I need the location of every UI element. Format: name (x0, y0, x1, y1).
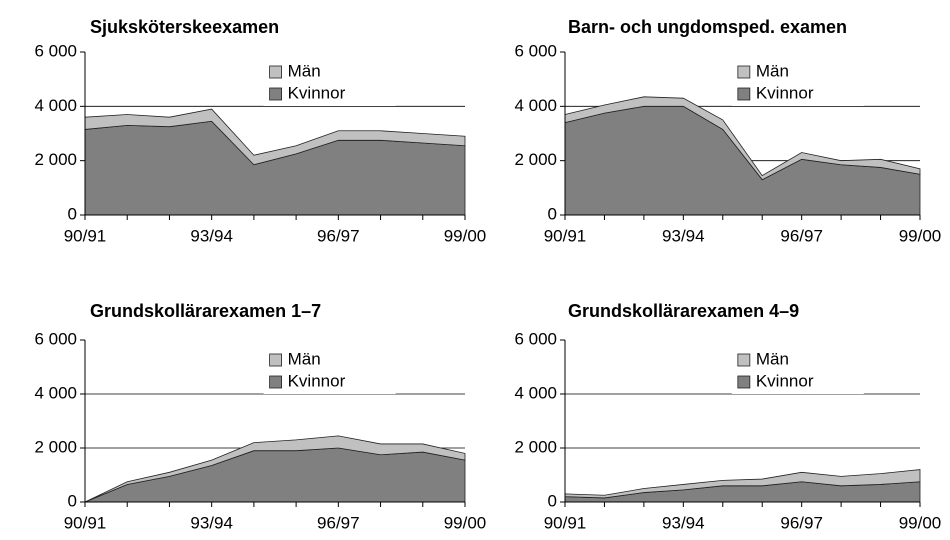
legend-box (263, 60, 396, 106)
legend-swatch (269, 65, 283, 79)
y-tick-label: 2 000 (514, 150, 557, 169)
areas (84, 108, 466, 216)
chart-title: Grundskollärarexamen 1–7 (90, 301, 321, 321)
areas (84, 435, 466, 503)
legend: Män Kvinnor (731, 348, 864, 394)
legend-label: Män (756, 349, 789, 368)
y-tick-label: 4 000 (514, 383, 557, 402)
y-tick-label: 0 (548, 204, 557, 223)
area (84, 447, 466, 503)
area (564, 96, 921, 181)
legend-swatch (737, 87, 751, 101)
legend-label: Kvinnor (756, 83, 814, 102)
x-tick-label: 96/97 (317, 226, 360, 245)
legend-swatch (269, 375, 283, 389)
y-tick-label: 4 000 (34, 96, 77, 115)
area (564, 469, 921, 499)
y-tick-label: 6 000 (34, 329, 77, 348)
y-tick-label: 6 000 (514, 329, 557, 348)
x-tick-label: 96/97 (317, 513, 360, 532)
x-tick-label: 99/00 (444, 226, 487, 245)
legend: Män Kvinnor (263, 60, 396, 106)
chart: Grundskollärarexamen 4–9 0 2 000 4 000 6 000… (514, 301, 941, 533)
chart: Grundskollärarexamen 1–7 0 2 000 4 000 6 000… (34, 301, 486, 533)
x-tick-label: 93/94 (662, 513, 705, 532)
legend-label: Kvinnor (288, 371, 346, 390)
legend-swatch (737, 375, 751, 389)
legend-label: Män (288, 61, 321, 80)
chart-title: Barn- och ungdomsped. examen (568, 17, 847, 37)
area (84, 108, 466, 166)
x-tick-label: 93/94 (190, 513, 233, 532)
x-tick-label: 99/00 (899, 226, 942, 245)
legend-swatch (269, 87, 283, 101)
areas (564, 96, 921, 216)
legend-label: Kvinnor (288, 83, 346, 102)
y-tick-label: 0 (548, 491, 557, 510)
x-tick-label: 90/91 (64, 513, 107, 532)
area (84, 435, 466, 503)
x-tick-label: 90/91 (544, 226, 587, 245)
areas (564, 469, 921, 503)
x-tick-label: 90/91 (544, 513, 587, 532)
x-tick-label: 96/97 (780, 513, 823, 532)
y-tick-label: 0 (68, 491, 77, 510)
x-tick-label: 99/00 (444, 513, 487, 532)
legend-label: Män (756, 61, 789, 80)
legend-swatch (269, 353, 283, 367)
legend-swatch (737, 353, 751, 367)
legend-box (731, 60, 864, 106)
chart: Sjuksköterskeexamen 0 2 000 4 000 6 000 90/91… (34, 17, 486, 246)
x-tick-label: 93/94 (190, 226, 233, 245)
x-tick-label: 96/97 (780, 226, 823, 245)
legend-swatch (737, 65, 751, 79)
legend-box (263, 348, 396, 394)
y-tick-label: 2 000 (34, 150, 77, 169)
chart: Barn- och ungdomsped. examen 0 2 000 4 000 6… (514, 17, 941, 246)
y-tick-label: 0 (68, 204, 77, 223)
y-tick-label: 4 000 (34, 383, 77, 402)
chart-title: Grundskollärarexamen 4–9 (568, 301, 799, 321)
y-tick-label: 2 000 (514, 437, 557, 456)
x-tick-label: 99/00 (899, 513, 942, 532)
legend-label: Kvinnor (756, 371, 814, 390)
y-tick-label: 4 000 (514, 96, 557, 115)
legend: Män Kvinnor (731, 60, 864, 106)
x-tick-label: 90/91 (64, 226, 107, 245)
legend: Män Kvinnor (263, 348, 396, 394)
x-tick-label: 93/94 (662, 226, 705, 245)
y-tick-label: 6 000 (514, 41, 557, 60)
legend-box (731, 348, 864, 394)
legend-label: Män (288, 349, 321, 368)
y-tick-label: 6 000 (34, 41, 77, 60)
chart-title: Sjuksköterskeexamen (90, 17, 279, 37)
y-tick-label: 2 000 (34, 437, 77, 456)
